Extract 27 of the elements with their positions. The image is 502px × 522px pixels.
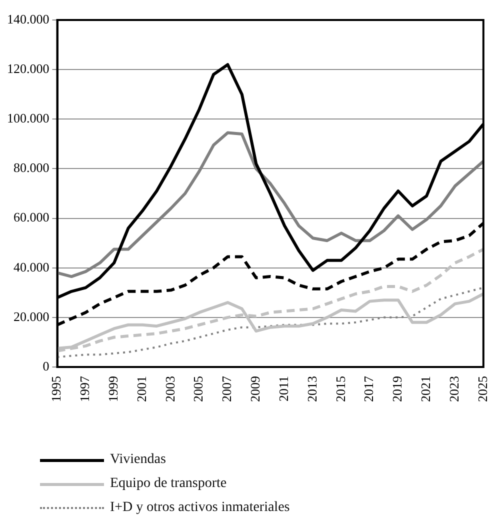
y-tick-label: 40.000 (14, 259, 50, 274)
x-tick-label: 2025 (474, 376, 490, 402)
legend-label: Viviendas (110, 452, 166, 468)
x-tick-label: 2003 (162, 376, 178, 402)
y-tick-label: 0 (42, 358, 50, 374)
x-tick-label: 2005 (190, 376, 206, 402)
x-tick-label: 1999 (105, 376, 120, 402)
legend-label: I+D y otros activos inmateriales (110, 500, 290, 516)
x-tick-label: 2023 (446, 376, 462, 402)
y-tick-label: 80.000 (14, 160, 50, 176)
x-tick-label: 2007 (219, 376, 234, 402)
legend-label: Equipo de transporte (110, 476, 227, 492)
y-tick-label: 20.000 (14, 308, 50, 324)
x-tick-label: 2001 (134, 376, 149, 402)
y-tick-label: 140.000 (7, 11, 50, 26)
x-tick-label: 2021 (418, 376, 433, 402)
x-tick-label: 2015 (332, 376, 348, 402)
x-tick-label: 2019 (390, 376, 405, 402)
x-tick-label: 2013 (304, 376, 320, 402)
y-tick-label: 60.000 (14, 210, 50, 225)
x-tick-label: 1995 (48, 376, 64, 402)
x-tick-label: 2017 (361, 376, 376, 402)
y-tick-label: 120.000 (7, 60, 50, 76)
x-tick-label: 1997 (77, 376, 92, 402)
y-tick-label: 100.000 (7, 110, 50, 126)
x-tick-label: 2011 (276, 376, 291, 402)
x-tick-label: 2009 (248, 376, 263, 402)
